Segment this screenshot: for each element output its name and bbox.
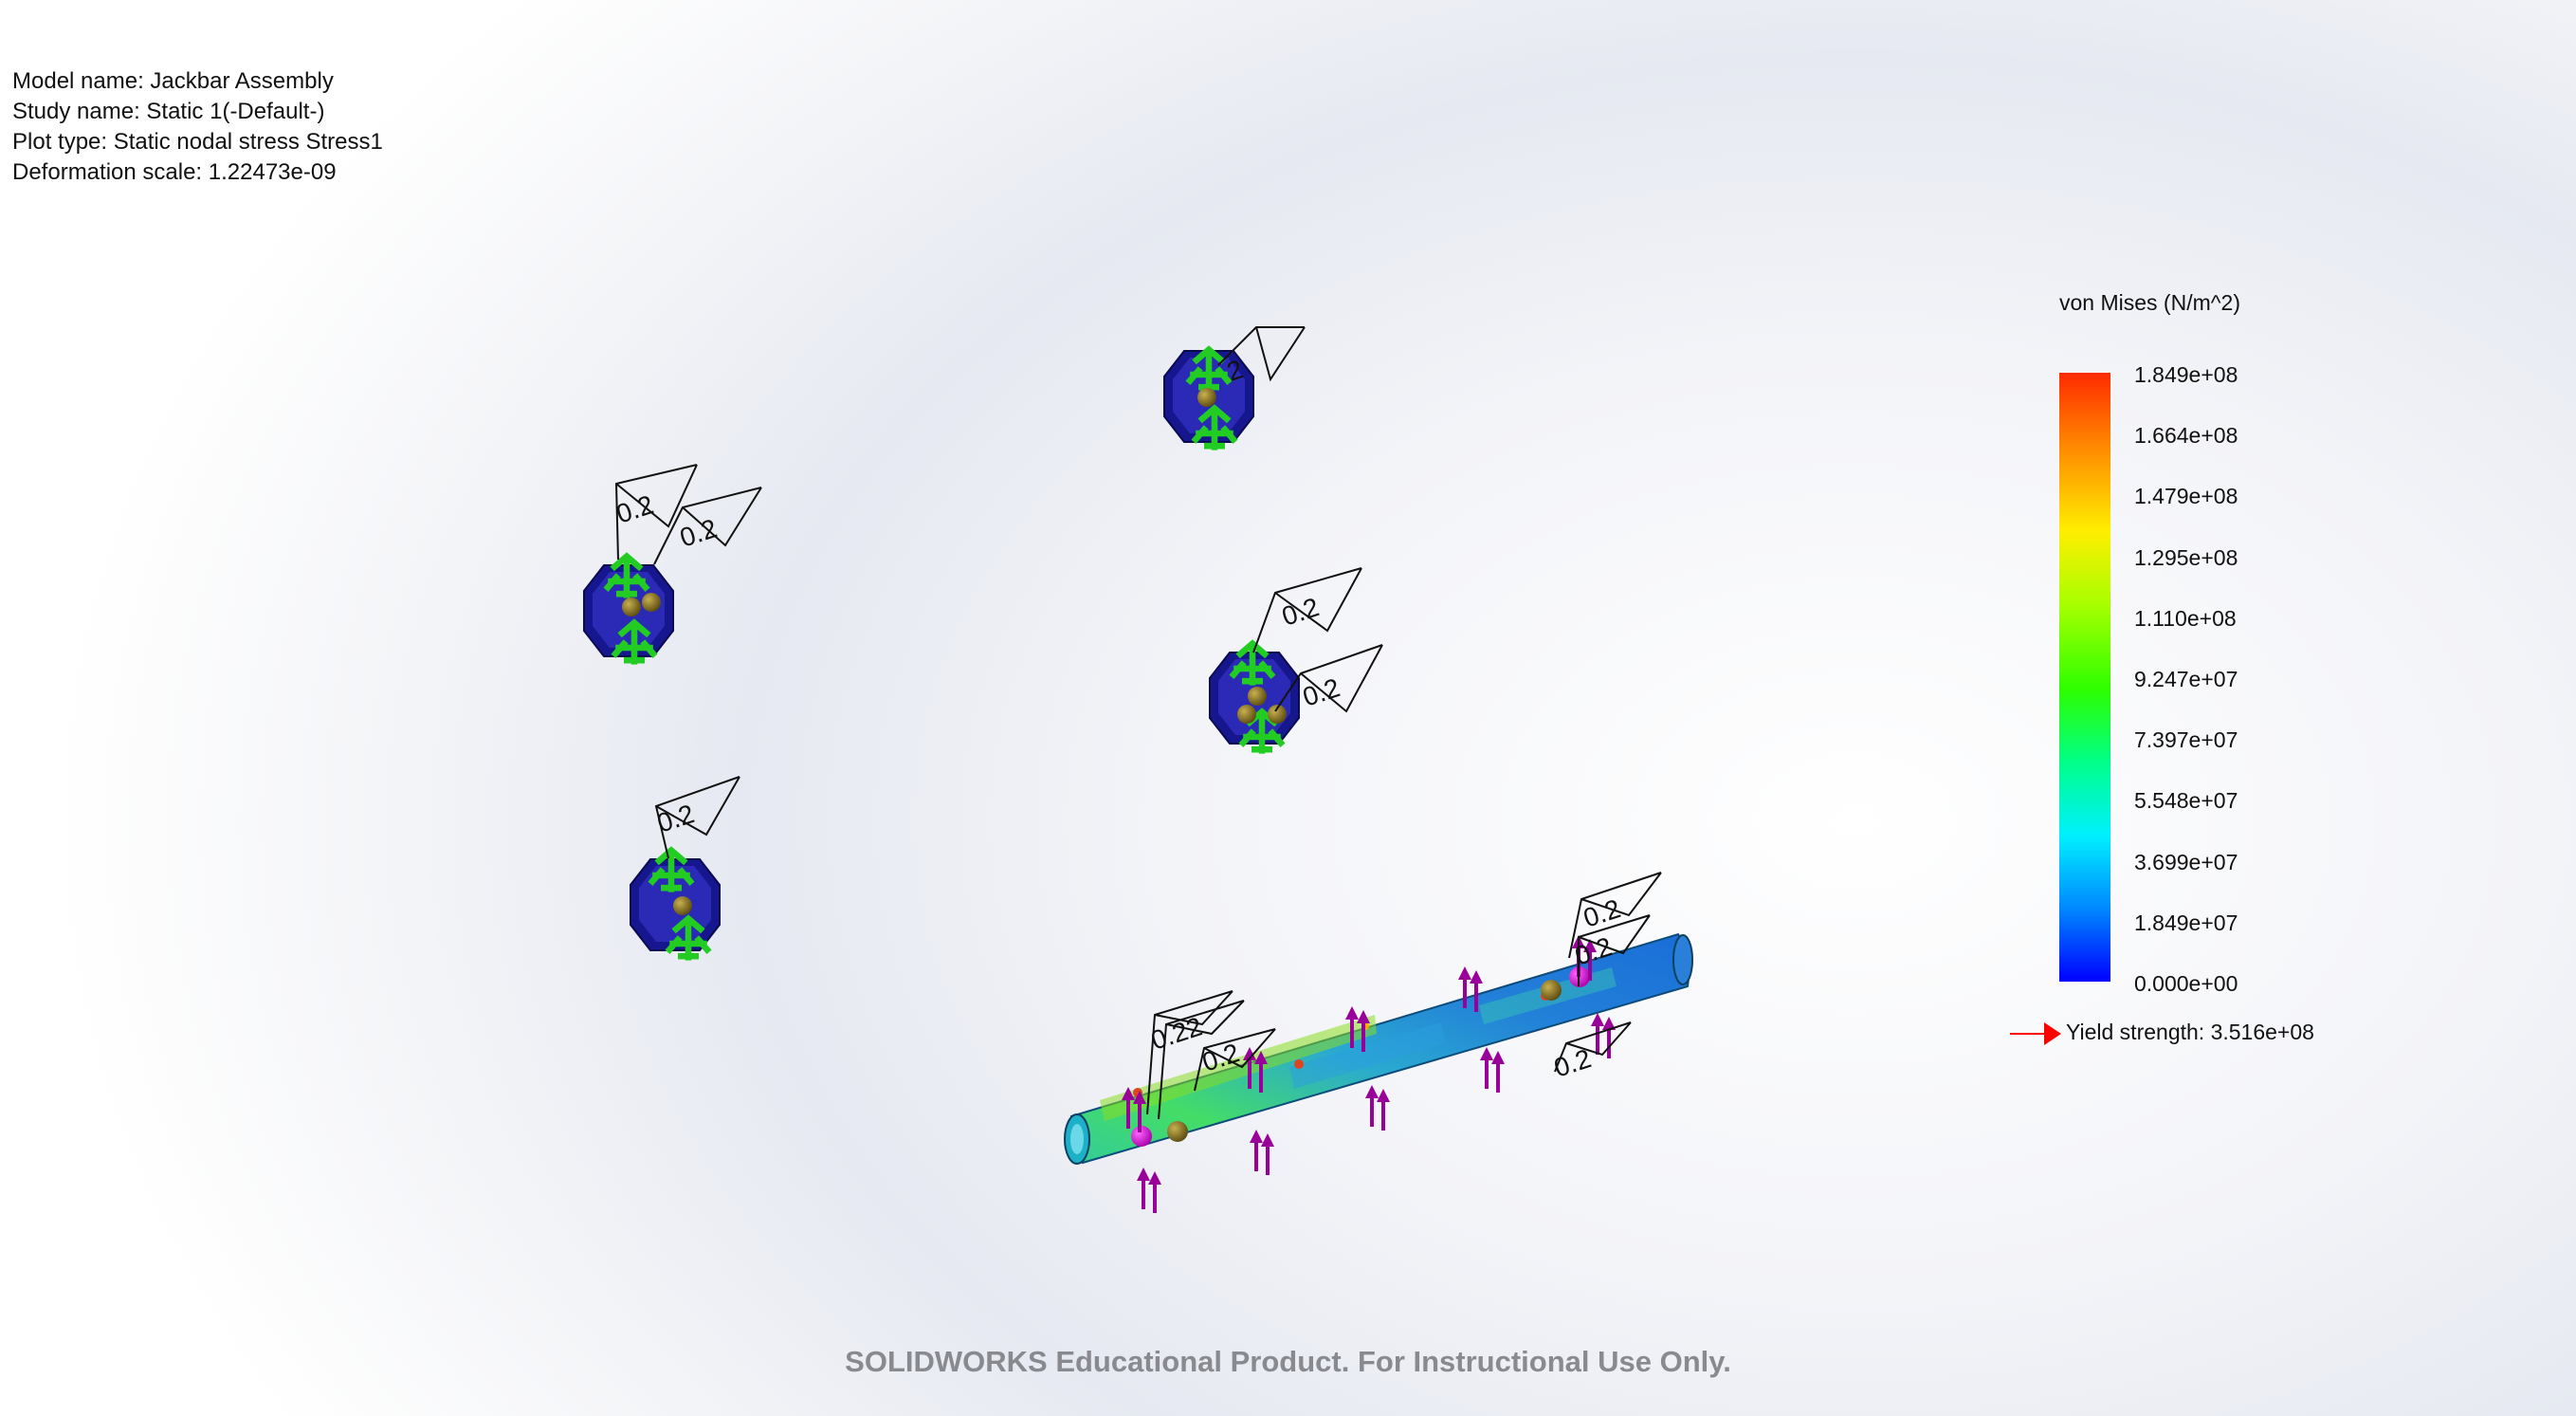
roughness-symbol: 0.2 0.2 <box>612 464 762 565</box>
colorbar-tick-label: 3.699e+07 <box>2134 849 2238 874</box>
colorbar-tick-label: 9.247e+07 <box>2134 667 2238 691</box>
jackbar-tube[interactable] <box>1064 932 1693 1165</box>
study-name-label: Study name: Static 1(-Default-) <box>12 99 325 124</box>
roughness-symbol: 2 <box>1217 326 1306 387</box>
educational-watermark: SOLIDWORKS Educational Product. For Inst… <box>845 1345 1731 1378</box>
roughness-label: 0.2 <box>1278 592 1323 632</box>
yield-strength-arrow-icon <box>2010 1022 2061 1045</box>
part-nut-4[interactable] <box>630 851 721 961</box>
part-nut-2[interactable] <box>583 557 674 665</box>
colorbar-tick-label: 5.548e+07 <box>2134 788 2238 814</box>
colorbar-tick-label: 1.849e+08 <box>2134 362 2238 387</box>
colorbar-tick-label: 1.110e+08 <box>2134 605 2237 631</box>
colorbar-tick-label: 1.479e+08 <box>2134 484 2238 509</box>
colorbar-tick-label: 1.664e+08 <box>2134 423 2238 449</box>
roughness-label: 0.22 <box>1147 1011 1205 1055</box>
study-info-panel: Model name: Jackbar Assembly Study name:… <box>12 66 383 188</box>
part-nut-1[interactable] <box>1163 350 1254 451</box>
stress-colorbar <box>2059 373 2110 982</box>
colorbar-tick-label: 0.000e+00 <box>2134 971 2238 996</box>
model-name-label: Model name: Jackbar Assembly <box>12 68 334 94</box>
colorbar-tick-label: 1.849e+07 <box>2134 910 2238 935</box>
plot-type-label: Plot type: Static nodal stress Stress1 <box>12 129 383 155</box>
roughness-symbol: 0.2 <box>653 776 740 859</box>
roughness-label: 0.2 <box>1580 893 1624 933</box>
colorbar-tick-label: 1.295e+08 <box>2134 544 2238 570</box>
colorbar-tick-label: 7.397e+07 <box>2134 727 2238 753</box>
yield-strength-label: Yield strength: 3.516e+08 <box>2066 1020 2314 1044</box>
deformation-scale-label: Deformation scale: 1.22473e-09 <box>12 159 337 185</box>
roughness-label: 0.2 <box>676 513 721 553</box>
legend-title: von Mises (N/m^2) <box>2059 290 2240 315</box>
part-nut-3[interactable] <box>1209 644 1300 754</box>
roughness-label: 0.2 <box>612 489 657 529</box>
